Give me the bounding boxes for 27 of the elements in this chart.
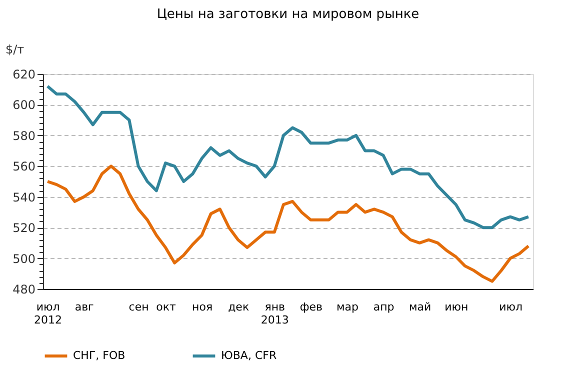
x-tick-label: июл 2012 (34, 300, 62, 326)
legend-label: СНГ, FOB (73, 349, 126, 362)
legend-label: ЮВА, CFR (221, 349, 277, 362)
x-tick-label: май (408, 300, 432, 314)
y-tick-label: 560 (12, 160, 36, 174)
line-series (46, 84, 530, 230)
y-tick-label: 540 (12, 190, 36, 204)
x-tick-label: сен (128, 300, 149, 314)
x-tick-label: дек (228, 300, 250, 314)
x-tick-label: мар (336, 300, 359, 314)
x-tick-label: фев (300, 300, 323, 314)
y-tick-label: 600 (12, 98, 36, 112)
x-tick-label: июн (444, 300, 468, 314)
x-tick-label: ноя (192, 300, 213, 314)
y-tick-label: 620 (12, 68, 36, 82)
x-tick-label: окт (156, 300, 176, 314)
y-tick-label: 480 (12, 282, 36, 296)
y-tick-label: 500 (12, 252, 36, 266)
x-tick-label: апр (373, 300, 394, 314)
line-series (46, 164, 530, 283)
chart-title: Цены на заготовки на мировом рынке (156, 7, 420, 22)
x-tick-label: янв 2013 (260, 300, 289, 326)
x-tick-label: июл (499, 300, 523, 314)
x-tick-label: авг (74, 300, 94, 314)
y-tick-label: 520 (12, 221, 36, 236)
y-axis-title: $/т (6, 42, 24, 56)
y-tick-label: 580 (12, 128, 36, 143)
